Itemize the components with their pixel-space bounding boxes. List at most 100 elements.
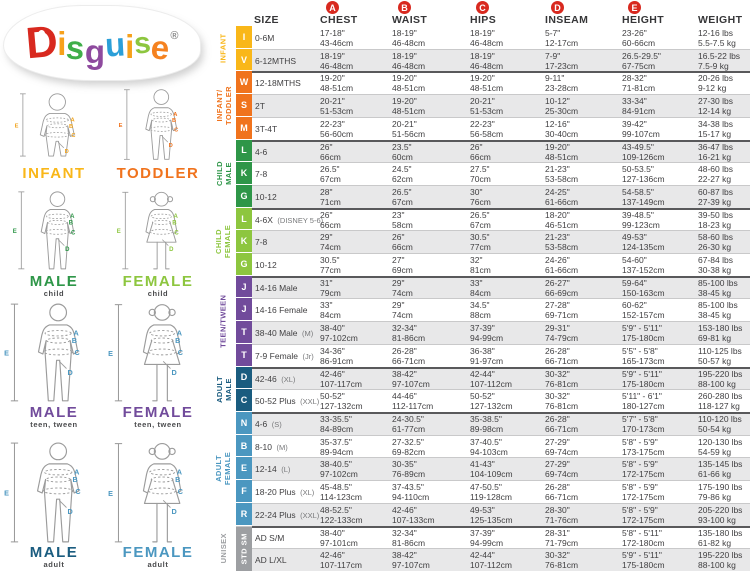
group-rows: 14-16 Male 31" 79cm 29" 74cm 33" 84cm 26-27" 66-…: [252, 275, 750, 367]
group-label: ADULT MALE: [215, 376, 233, 403]
hips-cell: 49-53" 125-135cm: [468, 503, 543, 526]
waist-metric: 74cm: [392, 310, 413, 321]
figure-cell-woman: E A B C D FEMALE adult: [106, 429, 210, 569]
hips-cell: 18-19" 46-48cm: [468, 26, 543, 49]
weight-imperial: 205-220 lbs: [698, 504, 743, 515]
header-label-inseam: INSEAM: [545, 14, 589, 26]
inseam-cell: 28-30" 71-76cm: [543, 503, 620, 526]
height-metric: 84-91cm: [622, 106, 656, 117]
group-rows: AD S/M 38-40" 97-101cm 32-34" 81-86cm 37-39" 9…: [252, 526, 750, 571]
logo-letter: D: [23, 16, 60, 69]
height-metric: 99-107cm: [622, 128, 660, 139]
marker-c: C: [178, 487, 184, 496]
weight-imperial: 12-16 lbs: [698, 28, 733, 38]
height-cell: 43-49.5" 109-126cm: [620, 140, 696, 163]
weight-imperial: 67-84 lbs: [698, 255, 733, 266]
hips-metric: 104-109cm: [470, 469, 513, 480]
chest-imperial: 45-48.5": [320, 482, 352, 493]
weight-imperial: 195-220 lbs: [698, 550, 743, 561]
waist-imperial: 27": [392, 255, 405, 266]
hips-imperial: 27.5": [470, 164, 490, 175]
size-note: (XXL): [300, 397, 320, 407]
weight-metric: 7.5-9 kg: [698, 60, 729, 71]
size-value: 4-6: [255, 419, 268, 430]
hips-metric: 89-98cm: [470, 424, 504, 435]
inseam-imperial: 7-9": [545, 50, 561, 61]
marker-a: A: [177, 467, 183, 476]
hips-imperial: 36-38": [470, 345, 495, 356]
marker-a: A: [177, 328, 183, 337]
height-cell: 5'8" - 5'9" 172-175cm: [620, 457, 696, 480]
waist-imperial: 23": [392, 209, 405, 220]
inseam-cell: 9-11" 23-28cm: [543, 71, 620, 94]
header-label-hips: HIPS: [470, 14, 497, 26]
group-label-rail: ADULT MALE: [212, 367, 236, 412]
height-imperial: 5'8" - 5'9": [622, 504, 658, 515]
figure-sublabel: adult: [147, 560, 169, 569]
height-metric: 127-136cm: [622, 174, 665, 185]
size-code-tab: T: [236, 343, 252, 367]
weight-metric: 61-82 kg: [698, 537, 732, 548]
figure-cell-man: E A B C D MALE adult: [2, 429, 106, 569]
body-figure-teen-girl: E A B C D: [108, 304, 184, 402]
chest-metric: 107-117cm: [320, 378, 362, 389]
waist-imperial: 29": [392, 277, 405, 288]
waist-metric: 81-86cm: [392, 333, 426, 344]
weight-cell: 205-220 lbs 93-100 kg: [696, 503, 750, 526]
hips-imperial: 20-21": [470, 96, 495, 107]
waist-cell: 24-30.5" 61-77cm: [390, 412, 468, 435]
size-cell: 38-40 Male (M): [252, 321, 318, 344]
marker-b: B: [72, 475, 77, 484]
hips-metric: 70cm: [470, 174, 491, 185]
marker-d: D: [169, 247, 174, 253]
waist-metric: 48-51cm: [392, 106, 426, 117]
figures-grid: E A B C D INFANT E A B C D TODDLER E A B: [0, 84, 212, 571]
waist-cell: 26.5" 67cm: [390, 185, 468, 208]
waist-cell: 32-34" 81-86cm: [390, 321, 468, 344]
weight-metric: 61-66 kg: [698, 469, 732, 480]
size-note: (XL): [281, 374, 296, 384]
size-value: 42-46: [255, 373, 277, 384]
hips-metric: 107-112cm: [470, 560, 512, 571]
hips-metric: 76cm: [470, 196, 491, 207]
chest-cell: 35-37.5" 89-94cm: [318, 435, 390, 458]
hips-cell: 19-20" 48-51cm: [468, 71, 543, 94]
inseam-metric: 71-76cm: [545, 514, 579, 525]
height-imperial: 50-53.5": [622, 164, 654, 175]
hips-cell: 33" 84cm: [468, 276, 543, 299]
chest-imperial: 38-40": [320, 527, 345, 538]
size-value: 7-9 Female: [255, 350, 298, 361]
height-metric: 124-135cm: [622, 242, 665, 253]
hips-cell: 27.5" 70cm: [468, 162, 543, 185]
size-value: 12-14: [255, 464, 277, 475]
marker-e: E: [119, 123, 123, 129]
chest-cell: 19-20" 48-51cm: [318, 71, 390, 94]
weight-metric: 30-38 kg: [698, 265, 732, 276]
marker-a: A: [173, 214, 178, 220]
inseam-imperial: 27-29": [545, 436, 570, 447]
weight-cell: 85-100 lbs 38-45 kg: [696, 298, 750, 321]
waist-imperial: 32-34": [392, 323, 417, 334]
size-code-tab: K: [236, 230, 252, 254]
marker-c: C: [178, 348, 184, 357]
weight-imperial: 16.5-22 lbs: [698, 50, 741, 61]
figure-sublabel: teen, tween: [30, 420, 78, 429]
hips-metric: 107-112cm: [470, 378, 512, 389]
header-label-weight: WEIGHT: [698, 14, 743, 26]
height-imperial: 5'9" - 5'11": [622, 550, 662, 561]
chest-metric: 74cm: [320, 242, 341, 253]
size-value: 10-12: [255, 260, 277, 271]
group-rows: 4-6 (S) 33-35.5" 84-89cm 24-30.5" 61-77cm 35-…: [252, 412, 750, 526]
size-cell: 18-20 Plus (XL): [252, 480, 318, 503]
chest-imperial: 34-36": [320, 345, 345, 356]
weight-cell: 39-50 lbs 18-23 kg: [696, 208, 750, 231]
waist-cell: 26-28" 66-71cm: [390, 344, 468, 367]
weight-imperial: 34-38 lbs: [698, 118, 733, 129]
weight-imperial: 135-145 lbs: [698, 459, 743, 470]
body-figure-toddler: E A B C D: [119, 89, 178, 160]
hips-cell: 22-23" 56-58cm: [468, 117, 543, 140]
height-imperial: 5'5" - 5'8": [622, 345, 658, 356]
height-metric: 173-175cm: [622, 446, 665, 457]
height-imperial: 59-64": [622, 277, 647, 288]
